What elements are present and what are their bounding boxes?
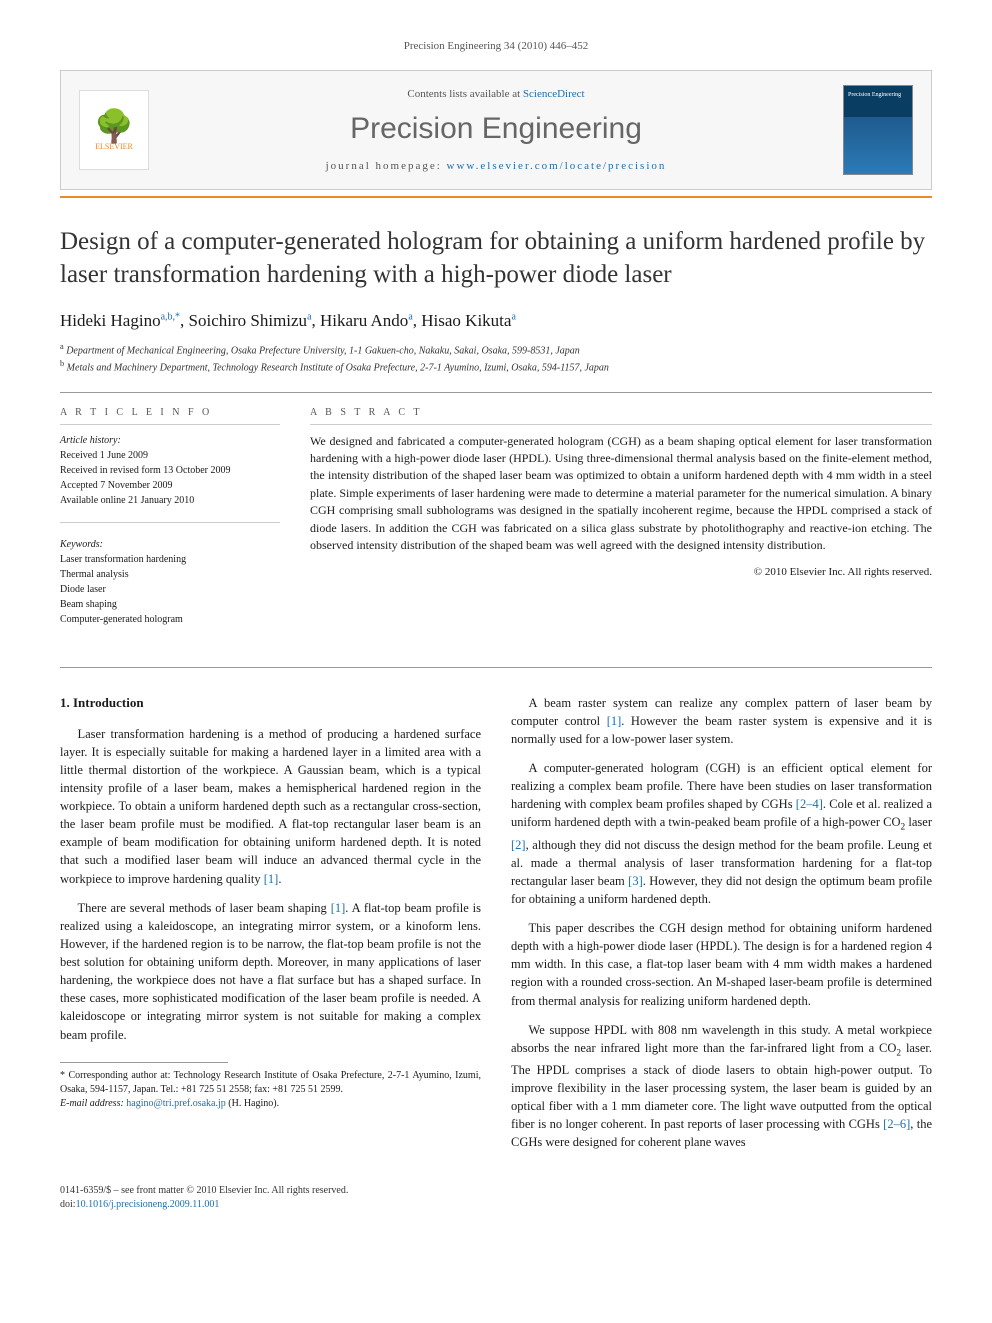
citation-link[interactable]: [1] [264,872,279,886]
body-rule [60,667,932,668]
authors-line: Hideki Haginoa,b,*, Soichiro Shimizua, H… [60,311,932,331]
running-head: Precision Engineering 34 (2010) 446–452 [60,40,932,52]
sciencedirect-link[interactable]: ScienceDirect [523,88,585,100]
history-line: Accepted 7 November 2009 [60,478,280,493]
journal-cover-thumbnail [843,85,913,175]
keyword: Beam shaping [60,597,280,612]
body-paragraph: A beam raster system can realize any com… [511,694,932,748]
doi-link[interactable]: 10.1016/j.precisioneng.2009.11.001 [76,1199,220,1210]
citation-link[interactable]: [2–6] [883,1117,910,1131]
keyword: Computer-generated hologram [60,612,280,627]
body-paragraph: A computer-generated hologram (CGH) is a… [511,759,932,908]
citation-link[interactable]: [1] [607,714,622,728]
keywords-label: Keywords: [60,537,280,552]
citation-link[interactable]: [2] [511,838,526,852]
affiliations: a Department of Mechanical Engineering, … [60,341,932,376]
issn-line: 0141-6359/$ – see front matter © 2010 El… [60,1184,932,1198]
citation-link[interactable]: [2–4] [796,797,823,811]
citation-link[interactable]: [3] [628,874,643,888]
history-line: Available online 21 January 2010 [60,493,280,508]
keyword: Thermal analysis [60,567,280,582]
article-title: Design of a computer-generated hologram … [60,226,932,291]
left-column: 1. Introduction Laser transformation har… [60,694,481,1163]
section-heading: 1. Introduction [60,694,481,713]
abstract-panel: A B S T R A C T We designed and fabricat… [310,407,932,641]
abstract-head: A B S T R A C T [310,407,932,425]
journal-homepage: journal homepage: www.elsevier.com/locat… [167,160,825,172]
body-paragraph: Laser transformation hardening is a meth… [60,725,481,888]
history-line: Received 1 June 2009 [60,448,280,463]
right-column: A beam raster system can realize any com… [511,694,932,1163]
body-paragraph: This paper describes the CGH design meth… [511,919,932,1010]
history-line: Received in revised form 13 October 2009 [60,463,280,478]
keyword: Laser transformation hardening [60,552,280,567]
article-info-head: A R T I C L E I N F O [60,407,280,425]
bottom-matter: 0141-6359/$ – see front matter © 2010 El… [60,1184,932,1212]
footnote-rule [60,1062,228,1063]
email-link[interactable]: hagino@tri.pref.osaka.jp [126,1098,225,1109]
body-paragraph: There are several methods of laser beam … [60,899,481,1044]
journal-title: Precision Engineering [167,112,825,146]
keyword: Diode laser [60,582,280,597]
header-rule [60,196,932,198]
history-label: Article history: [60,433,280,448]
homepage-link[interactable]: www.elsevier.com/locate/precision [447,160,667,172]
copyright-line: © 2010 Elsevier Inc. All rights reserved… [310,566,932,578]
journal-header: 🌳 ELSEVIER Contents lists available at S… [60,70,932,190]
citation-link[interactable]: [1] [331,901,346,915]
contents-available: Contents lists available at ScienceDirec… [167,88,825,100]
article-info-panel: A R T I C L E I N F O Article history: R… [60,407,280,641]
abstract-text: We designed and fabricated a computer-ge… [310,433,932,555]
corresponding-author-footnote: * Corresponding author at: Technology Re… [60,1069,481,1111]
elsevier-logo-icon: 🌳 ELSEVIER [79,90,149,170]
body-paragraph: We suppose HPDL with 808 nm wavelength i… [511,1021,932,1152]
